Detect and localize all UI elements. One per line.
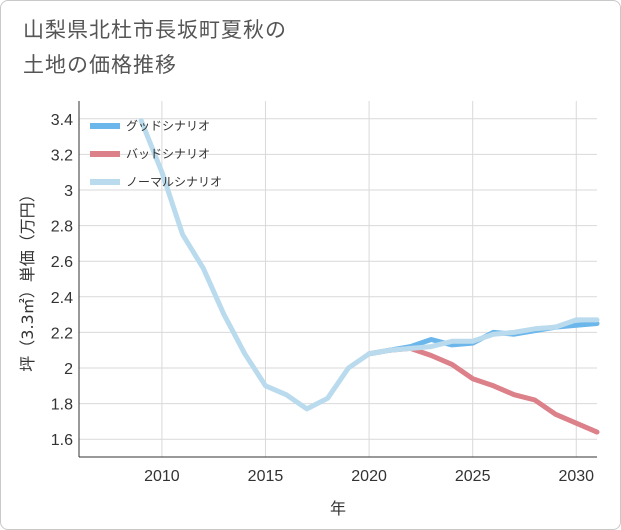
y-tick-label: 2.2 [51,325,73,342]
grid [79,101,597,457]
y-tick-label: 2.8 [51,219,73,236]
chart-title-line-2: 土地の価格推移 [23,53,177,77]
x-tick-labels: 2010 2015 2020 2025 2030 [144,468,594,485]
series-line-2 [138,118,600,412]
y-tick-label: 3.4 [51,112,73,129]
x-tick-label: 2030 [558,468,594,485]
y-tick-label: 3 [64,183,73,200]
x-tick-label: 2010 [144,468,180,485]
series-lines [138,118,600,435]
legend-item-0[interactable]: グッドシナリオ [90,119,210,133]
legend-item-1[interactable]: バッドシナリオ [90,147,210,161]
y-axis-label: 坪（3.3㎡）単価（万円） [18,186,37,371]
legend-label: グッドシナリオ [126,119,210,133]
x-tick-label: 2015 [248,468,284,485]
y-tick-label: 2.6 [51,254,73,271]
y-tick-label: 1.6 [51,432,73,449]
chart-title-line-1: 山梨県北杜市長坂町夏秋の [23,18,287,42]
legend-item-2[interactable]: ノーマルシナリオ [90,175,222,189]
y-tick-label: 1.8 [51,397,73,414]
y-tick-labels: 1.6 1.8 2 2.2 2.4 2.6 2.8 3 3.2 3.4 [51,112,73,449]
chart-title: 山梨県北杜市長坂町夏秋の 土地の価格推移 [23,13,443,83]
legend-label: バッドシナリオ [126,147,210,161]
x-tick-label: 2025 [455,468,491,485]
legend-label: ノーマルシナリオ [126,175,222,189]
y-tick-label: 2 [64,361,73,378]
x-axis-label: 年 [330,499,346,518]
series-line-1 [366,345,600,435]
x-tick-label: 2020 [351,468,387,485]
y-tick-label: 2.4 [51,290,73,307]
y-tick-label: 3.2 [51,147,73,164]
axes [78,101,597,458]
